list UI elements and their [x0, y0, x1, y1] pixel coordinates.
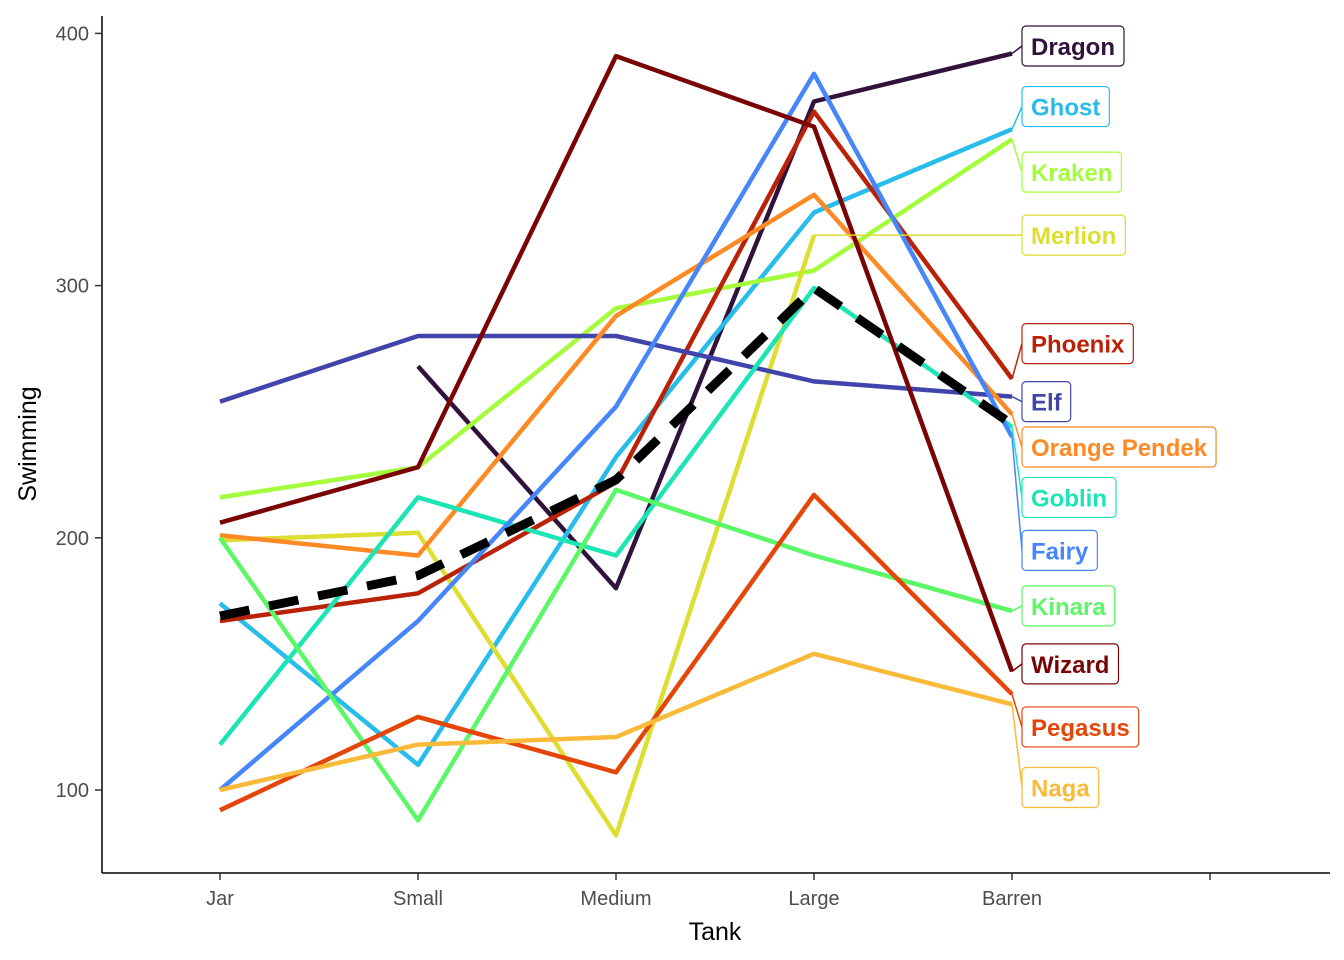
x-tick-label-jar: Jar: [206, 888, 234, 910]
axes: [101, 16, 1330, 874]
series-line-naga: [219, 651, 1013, 793]
series-label-box: [1021, 706, 1140, 748]
series-label-text: Wizard: [1031, 652, 1109, 679]
series-line-fairy: [218, 71, 1014, 792]
series-label-box: [1021, 529, 1098, 572]
series-label-connector: [1011, 395, 1023, 403]
series-label-box: [1021, 323, 1134, 365]
series-label-box: [1021, 643, 1120, 685]
series-label-elf: Elf: [1011, 381, 1072, 423]
x-tick-label-large: Large: [788, 888, 839, 910]
series-label-wizard: Wizard: [1011, 643, 1120, 685]
series-label-connector: [1011, 106, 1023, 130]
series-label-merlion: Merlion: [814, 214, 1126, 256]
series-label-text: Merlion: [1031, 223, 1116, 250]
series-label-connector: [1011, 139, 1023, 173]
series-label-dragon: Dragon: [1011, 25, 1125, 67]
series-label-box: [1021, 585, 1116, 627]
series-label-text: Phoenix: [1031, 332, 1125, 359]
series-line-pegasus: [219, 492, 1014, 813]
series-label-text: Dragon: [1031, 34, 1115, 61]
series-label-connector: [1011, 663, 1023, 673]
x-axis-title: Tank: [689, 918, 742, 946]
y-tick-label-300: 300: [56, 276, 89, 298]
series-label-orange-pendek: Orange Pendek: [1011, 414, 1217, 468]
series-label-connector: [1011, 605, 1023, 612]
series-line-kraken: [219, 137, 1014, 500]
x-tick-label-small: Small: [393, 888, 443, 910]
series-label-box: [1021, 381, 1072, 423]
series-label-pegasus: Pegasus: [1011, 693, 1140, 748]
series-label-kinara: Kinara: [1011, 585, 1116, 627]
mean-line-layer: [219, 282, 1015, 621]
series-label-connector: [1011, 704, 1023, 788]
x-axis-ticks: Jar Small Medium Large Barren: [206, 873, 1211, 910]
series-label-box: [1021, 766, 1100, 809]
series-label-connector: [1011, 414, 1023, 448]
series-label-connector: [1011, 45, 1023, 55]
series-labels: Dragon Ghost Kraken Merlion Phoenix Elf Orange…: [814, 25, 1217, 809]
series-label-naga: Naga: [1011, 704, 1100, 809]
series-line-ghost: [218, 127, 1013, 768]
series-label-box: [1021, 151, 1122, 193]
y-axis-title: Swimming: [14, 386, 42, 501]
series-label-goblin: Goblin: [1011, 426, 1117, 519]
series-label-text: Elf: [1031, 390, 1063, 417]
series-line-phoenix: [219, 109, 1014, 624]
series-label-text: Orange Pendek: [1031, 435, 1208, 462]
series-label-box: [1021, 426, 1217, 468]
series-label-text: Kinara: [1031, 594, 1106, 621]
series-label-connector: [1011, 693, 1023, 728]
series-label-text: Ghost: [1031, 95, 1100, 122]
series-label-text: Goblin: [1031, 485, 1107, 512]
series-line-merlion: [219, 234, 817, 838]
series-label-text: Fairy: [1031, 538, 1089, 565]
series-label-connector: [1011, 343, 1023, 380]
y-tick-label-400: 400: [56, 23, 89, 45]
series-label-connector: [1011, 426, 1023, 498]
series-line-dragon: [416, 51, 1013, 591]
series-label-kraken: Kraken: [1011, 139, 1122, 193]
x-tick-label-medium: Medium: [580, 888, 651, 910]
series-label-box: [1021, 476, 1117, 519]
series-label-ghost: Ghost: [1011, 85, 1110, 130]
series-line-wizard: [219, 53, 1015, 673]
series-label-fairy: Fairy: [1011, 436, 1098, 572]
series-label-text: Naga: [1031, 775, 1090, 802]
series-label-connector: [1011, 436, 1023, 551]
series-line-kinara: [218, 487, 1013, 823]
series-label-box: [1021, 85, 1110, 128]
x-tick-label-barren: Barren: [982, 888, 1042, 910]
series-label-text: Pegasus: [1031, 715, 1130, 742]
series-line-elf: [219, 333, 1013, 404]
series-label-box: [1021, 25, 1125, 67]
y-axis-ticks: 100 200 300 400: [56, 23, 102, 802]
y-tick-label-200: 200: [56, 528, 89, 550]
series-label-phoenix: Phoenix: [1011, 323, 1134, 380]
mean-line: [219, 282, 1015, 621]
series-lines: [218, 51, 1015, 838]
series-label-text: Kraken: [1031, 160, 1112, 187]
y-tick-label-100: 100: [56, 780, 89, 802]
series-label-box: [1021, 214, 1126, 256]
series-line-orange-pendek: [219, 192, 1014, 558]
